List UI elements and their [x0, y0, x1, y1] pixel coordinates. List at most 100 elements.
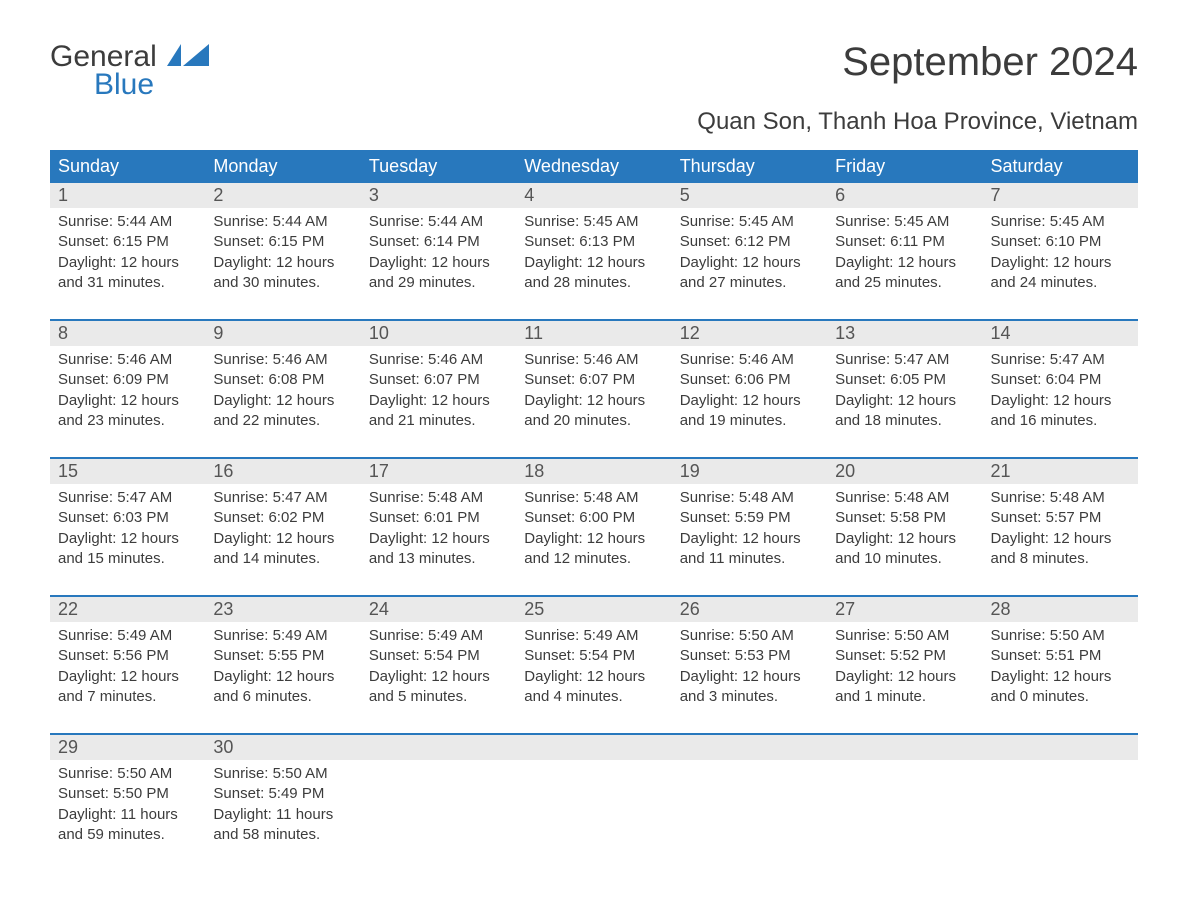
day-number [983, 735, 1138, 760]
day-body: Sunrise: 5:46 AMSunset: 6:08 PMDaylight:… [209, 350, 356, 431]
sunrise-line: Sunrise: 5:49 AM [524, 626, 663, 646]
sunrise-line: Sunrise: 5:49 AM [213, 626, 352, 646]
calendar-day-cell: 7Sunrise: 5:45 AMSunset: 6:10 PMDaylight… [983, 183, 1138, 303]
sunrise-line: Sunrise: 5:46 AM [524, 350, 663, 370]
calendar-day-cell: 8Sunrise: 5:46 AMSunset: 6:09 PMDaylight… [50, 321, 205, 441]
sunset-line: Sunset: 6:05 PM [835, 370, 974, 390]
day-number [827, 735, 982, 760]
daylight-line: Daylight: 12 hours and 3 minutes. [680, 667, 819, 708]
day-number: 2 [205, 183, 360, 208]
daylight-line: Daylight: 12 hours and 20 minutes. [524, 391, 663, 432]
sunrise-line: Sunrise: 5:47 AM [991, 350, 1130, 370]
daylight-line: Daylight: 12 hours and 5 minutes. [369, 667, 508, 708]
day-body: Sunrise: 5:49 AMSunset: 5:56 PMDaylight:… [54, 626, 201, 707]
sunrise-line: Sunrise: 5:50 AM [213, 764, 352, 784]
day-body: Sunrise: 5:49 AMSunset: 5:54 PMDaylight:… [365, 626, 512, 707]
calendar-day-cell: 11Sunrise: 5:46 AMSunset: 6:07 PMDayligh… [516, 321, 671, 441]
sunrise-line: Sunrise: 5:46 AM [369, 350, 508, 370]
calendar-day-cell: 14Sunrise: 5:47 AMSunset: 6:04 PMDayligh… [983, 321, 1138, 441]
sunset-line: Sunset: 6:13 PM [524, 232, 663, 252]
daylight-line: Daylight: 12 hours and 23 minutes. [58, 391, 197, 432]
day-number: 14 [983, 321, 1138, 346]
day-body: Sunrise: 5:50 AMSunset: 5:52 PMDaylight:… [831, 626, 978, 707]
calendar-day-cell: 27Sunrise: 5:50 AMSunset: 5:52 PMDayligh… [827, 597, 982, 717]
calendar-day-cell: 23 Sunrise: 5:49 AMSunset: 5:55 PMDayligh… [205, 597, 360, 717]
day-body: Sunrise: 5:50 AMSunset: 5:50 PMDaylight:… [54, 764, 201, 845]
day-number: 17 [361, 459, 516, 484]
calendar-day-cell: 30Sunrise: 5:50 AMSunset: 5:49 PMDayligh… [205, 735, 360, 855]
day-body: Sunrise: 5:45 AMSunset: 6:11 PMDaylight:… [831, 212, 978, 293]
daylight-line: Daylight: 12 hours and 13 minutes. [369, 529, 508, 570]
day-body: Sunrise: 5:48 AMSunset: 5:57 PMDaylight:… [987, 488, 1134, 569]
day-number: 10 [361, 321, 516, 346]
daylight-line: Daylight: 12 hours and 27 minutes. [680, 253, 819, 294]
sunset-line: Sunset: 6:00 PM [524, 508, 663, 528]
sunset-line: Sunset: 5:57 PM [991, 508, 1130, 528]
sunrise-line: Sunrise: 5:45 AM [991, 212, 1130, 232]
sunrise-line: Sunrise: 5:46 AM [680, 350, 819, 370]
sunset-line: Sunset: 6:10 PM [991, 232, 1130, 252]
dow-header-cell: Friday [827, 150, 982, 183]
calendar-day-cell [672, 735, 827, 855]
sunset-line: Sunset: 5:51 PM [991, 646, 1130, 666]
day-body: Sunrise: 5:45 AMSunset: 6:10 PMDaylight:… [987, 212, 1134, 293]
day-number: 6 [827, 183, 982, 208]
calendar-day-cell: 22 Sunrise: 5:49 AMSunset: 5:56 PMDayligh… [50, 597, 205, 717]
daylight-line: Daylight: 12 hours and 31 minutes. [58, 253, 197, 294]
sunset-line: Sunset: 6:09 PM [58, 370, 197, 390]
sunset-line: Sunset: 6:15 PM [213, 232, 352, 252]
calendar-day-cell: 6 Sunrise: 5:45 AMSunset: 6:11 PMDaylight… [827, 183, 982, 303]
calendar-day-cell: 3Sunrise: 5:44 AMSunset: 6:14 PMDaylight… [361, 183, 516, 303]
sunrise-line: Sunrise: 5:45 AM [680, 212, 819, 232]
sunset-line: Sunset: 6:03 PM [58, 508, 197, 528]
day-body: Sunrise: 5:48 AMSunset: 6:01 PMDaylight:… [365, 488, 512, 569]
day-body: Sunrise: 5:49 AMSunset: 5:55 PMDaylight:… [209, 626, 356, 707]
daylight-line: Daylight: 12 hours and 6 minutes. [213, 667, 352, 708]
day-number: 16 [205, 459, 360, 484]
day-body: Sunrise: 5:45 AMSunset: 6:13 PMDaylight:… [520, 212, 667, 293]
calendar-week: 22Sunrise: 5:49 AMSunset: 5:56 PMDayligh… [50, 595, 1138, 717]
sunset-line: Sunset: 5:56 PM [58, 646, 197, 666]
sunset-line: Sunset: 6:12 PM [680, 232, 819, 252]
calendar-week: 29 Sunrise: 5:50 AMSunset: 5:50 PMDayligh… [50, 733, 1138, 855]
calendar-day-cell: 12Sunrise: 5:46 AMSunset: 6:06 PMDayligh… [672, 321, 827, 441]
sunset-line: Sunset: 5:52 PM [835, 646, 974, 666]
day-number: 26 [672, 597, 827, 622]
day-number: 24 [361, 597, 516, 622]
daylight-line: Daylight: 12 hours and 12 minutes. [524, 529, 663, 570]
daylight-line: Daylight: 12 hours and 21 minutes. [369, 391, 508, 432]
day-number: 29 [50, 735, 205, 760]
daylight-line: Daylight: 12 hours and 18 minutes. [835, 391, 974, 432]
day-number: 23 [205, 597, 360, 622]
calendar-day-cell: 17 Sunrise: 5:48 AMSunset: 6:01 PMDayligh… [361, 459, 516, 579]
sunrise-line: Sunrise: 5:49 AM [58, 626, 197, 646]
calendar-day-cell: 26 Sunrise: 5:50 AMSunset: 5:53 PMDayligh… [672, 597, 827, 717]
day-number: 3 [361, 183, 516, 208]
day-body: Sunrise: 5:47 AMSunset: 6:03 PMDaylight:… [54, 488, 201, 569]
dow-header-cell: Sunday [50, 150, 205, 183]
calendar-week: 15Sunrise: 5:47 AMSunset: 6:03 PMDayligh… [50, 457, 1138, 579]
calendar-week: 1Sunrise: 5:44 AMSunset: 6:15 PMDaylight… [50, 183, 1138, 303]
dow-header-cell: Monday [205, 150, 360, 183]
sunrise-line: Sunrise: 5:50 AM [680, 626, 819, 646]
sunrise-line: Sunrise: 5:47 AM [213, 488, 352, 508]
sunrise-line: Sunrise: 5:48 AM [835, 488, 974, 508]
calendar-day-cell [983, 735, 1138, 855]
sunrise-line: Sunrise: 5:44 AM [213, 212, 352, 232]
day-number: 22 [50, 597, 205, 622]
day-body: Sunrise: 5:48 AMSunset: 5:58 PMDaylight:… [831, 488, 978, 569]
sunset-line: Sunset: 5:50 PM [58, 784, 197, 804]
day-number: 20 [827, 459, 982, 484]
day-number: 28 [983, 597, 1138, 622]
day-body: Sunrise: 5:44 AMSunset: 6:15 PMDaylight:… [54, 212, 201, 293]
calendar-day-cell: 19Sunrise: 5:48 AMSunset: 5:59 PMDayligh… [672, 459, 827, 579]
sunrise-line: Sunrise: 5:47 AM [58, 488, 197, 508]
calendar-day-cell: 1Sunrise: 5:44 AMSunset: 6:15 PMDaylight… [50, 183, 205, 303]
day-body: Sunrise: 5:50 AMSunset: 5:53 PMDaylight:… [676, 626, 823, 707]
location-subtitle: Quan Son, Thanh Hoa Province, Vietnam [50, 108, 1138, 136]
day-number: 18 [516, 459, 671, 484]
sunset-line: Sunset: 5:58 PM [835, 508, 974, 528]
daylight-line: Daylight: 12 hours and 24 minutes. [991, 253, 1130, 294]
day-number: 21 [983, 459, 1138, 484]
dow-header-row: SundayMondayTuesdayWednesdayThursdayFrid… [50, 150, 1138, 183]
